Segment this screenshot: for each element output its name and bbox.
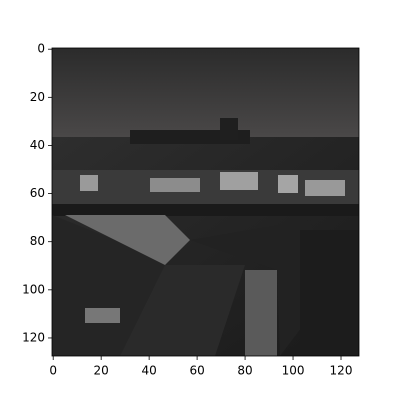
x-tick-label: 120 bbox=[330, 364, 353, 378]
x-tick-label: 80 bbox=[237, 364, 252, 378]
y-tick-label: 60 bbox=[30, 186, 45, 200]
x-tick-label: 100 bbox=[282, 364, 305, 378]
photo bbox=[52, 48, 359, 356]
y-tick-label: 120 bbox=[22, 330, 45, 344]
x-tick-label: 0 bbox=[49, 364, 57, 378]
y-tick-label: 40 bbox=[30, 138, 45, 152]
y-tick-label: 100 bbox=[22, 282, 45, 296]
y-tick-label: 20 bbox=[30, 90, 45, 104]
axes-frame bbox=[51, 47, 360, 357]
y-tick-label: 80 bbox=[30, 234, 45, 248]
x-tick-label: 40 bbox=[141, 364, 156, 378]
y-tick-label: 0 bbox=[37, 42, 45, 56]
x-tick-label: 60 bbox=[189, 364, 204, 378]
x-tick-label: 20 bbox=[94, 364, 109, 378]
